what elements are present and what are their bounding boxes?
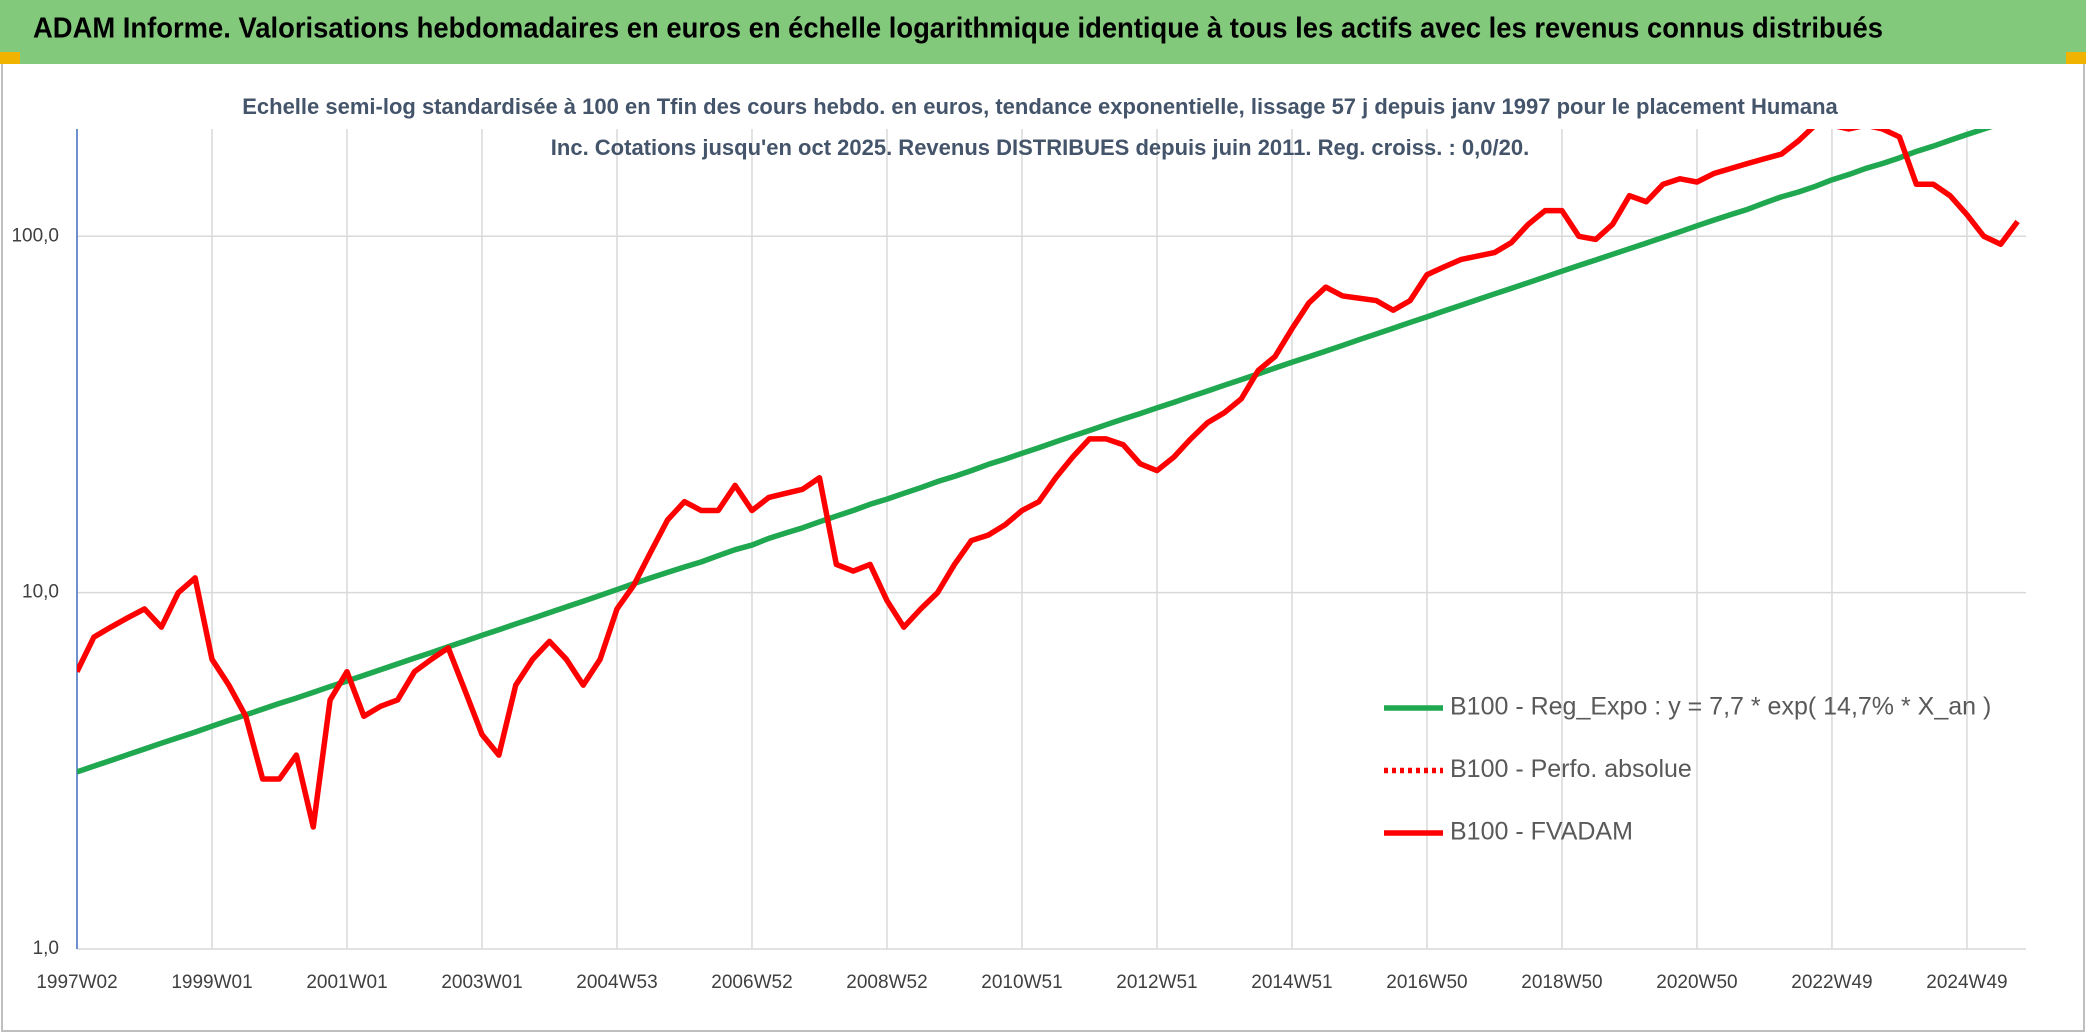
x-tick-label: 2001W01 xyxy=(306,972,387,993)
series-line xyxy=(77,129,2020,830)
x-tick-label: 2003W01 xyxy=(441,972,522,993)
x-tick-label: 1999W01 xyxy=(171,972,252,993)
y-tick-label: 1,0 xyxy=(33,938,59,959)
x-tick-label: 2004W53 xyxy=(576,972,657,993)
corner xyxy=(2066,52,2086,64)
series-line xyxy=(77,129,1993,775)
y-tick-label: 10,0 xyxy=(22,582,59,603)
corner xyxy=(0,52,20,64)
x-tick-label: 2018W50 xyxy=(1521,972,1602,993)
y-tick-label: 100,0 xyxy=(11,225,59,246)
title-banner xyxy=(0,0,2086,64)
x-tick-label: 2008W52 xyxy=(846,972,927,993)
x-tick-label: 2006W52 xyxy=(711,972,792,993)
x-tick-label: 2024W49 xyxy=(1926,972,2007,993)
x-tick-label: 2016W50 xyxy=(1386,972,1467,993)
x-tick-label: 2014W51 xyxy=(1251,972,1332,993)
x-tick-label: 1997W02 xyxy=(36,972,117,993)
legend-label: B100 - Reg_Expo : y = 7,7 * exp( 14,7% *… xyxy=(1450,693,1991,721)
x-tick-label: 2012W51 xyxy=(1116,972,1197,993)
chart-subtitle: Echelle semi-log standardisée à 100 en T… xyxy=(242,94,1838,160)
legend-label: B100 - FVADAM xyxy=(1450,818,1633,846)
x-tick-label: 2020W50 xyxy=(1656,972,1737,993)
legend-label: B100 - Perfo. absolue xyxy=(1450,755,1692,783)
panel xyxy=(1,61,2085,1032)
plot-area xyxy=(77,129,2020,830)
chart-title: ADAM Informe. Valorisations hebdomadaire… xyxy=(33,13,1883,45)
x-tick-label: 2022W49 xyxy=(1791,972,1872,993)
x-tick-label: 2010W51 xyxy=(981,972,1062,993)
